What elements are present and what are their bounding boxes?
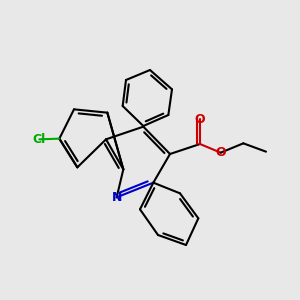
- Text: O: O: [195, 113, 205, 126]
- Text: Cl: Cl: [33, 133, 46, 146]
- Text: O: O: [215, 146, 226, 159]
- Text: N: N: [112, 191, 122, 204]
